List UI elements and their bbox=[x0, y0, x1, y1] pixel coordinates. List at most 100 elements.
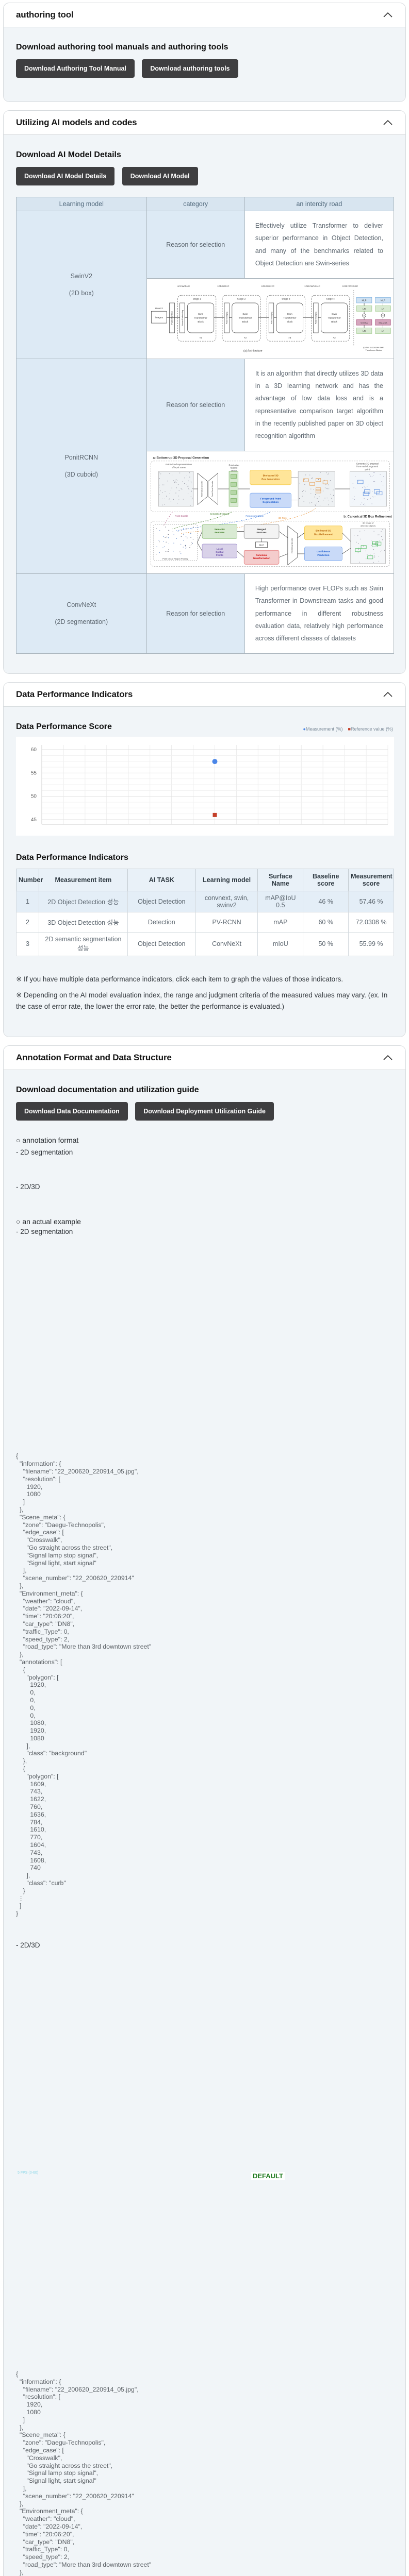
svg-text:from each foreground: from each foreground bbox=[356, 465, 379, 468]
svg-text:Stage 3: Stage 3 bbox=[282, 297, 290, 300]
card-title-ai-models: Utilizing AI models and codes bbox=[16, 117, 137, 127]
column-header: an intercity road bbox=[244, 197, 395, 211]
svg-text:of input scene: of input scene bbox=[172, 466, 186, 468]
accordion-header-annotation[interactable]: Annotation Format and Data Structure bbox=[4, 1046, 405, 1070]
download-ai-model-button[interactable]: Download AI Model bbox=[122, 167, 198, 185]
model-name-cell: ConvNeXt (2D segmentation) bbox=[16, 573, 147, 654]
performance-chart: 60 55 50 45 bbox=[16, 736, 394, 836]
download-ai-model-details-button[interactable]: Download AI Model Details bbox=[16, 167, 115, 185]
svg-text:Canonical: Canonical bbox=[256, 554, 267, 556]
note-text: ※ Depending on the AI model evaluation i… bbox=[16, 991, 388, 1010]
card-body-authoring-tool: Download authoring tool manuals and auth… bbox=[4, 27, 405, 101]
pointrcnn-diagram-image-cell: a: Bottom-up 3D Proposal Generation Point… bbox=[146, 450, 395, 574]
table-cell: 2D semantic segmentation 성능 bbox=[38, 931, 128, 956]
svg-text:Semantic Features: Semantic Features bbox=[210, 513, 230, 515]
column-header: Number bbox=[16, 868, 43, 891]
seg-table-label: - 2D segmentation bbox=[16, 1148, 73, 1157]
svg-text:H/4×W/4×C: H/4×W/4×C bbox=[217, 284, 229, 287]
ai-model-table: Learning model category an intercity roa… bbox=[16, 197, 395, 654]
svg-text:W-MSA: W-MSA bbox=[361, 321, 368, 324]
indicators-heading: Data Performance Indicators bbox=[16, 853, 128, 862]
d23-table-label: - 2D/3D bbox=[16, 1183, 40, 1191]
svg-text:Block: Block bbox=[198, 320, 204, 323]
chevron-up-icon[interactable] bbox=[383, 1055, 393, 1061]
reason-label-cell: Reason for selection bbox=[146, 358, 245, 451]
download-data-documentation-button[interactable]: Download Data Documentation bbox=[16, 1102, 128, 1121]
accordion-header-authoring-tool[interactable]: authoring tool bbox=[4, 3, 405, 27]
card-annotation: Annotation Format and Data Structure Dow… bbox=[3, 1045, 406, 2576]
model-name-cell: SwinV2 (2D box) bbox=[16, 211, 147, 359]
svg-text:60: 60 bbox=[31, 747, 37, 753]
svg-text:LN: LN bbox=[381, 329, 384, 332]
model-reason-text: Effectively utilize Transformer to deliv… bbox=[244, 211, 395, 279]
svg-text:Points: Points bbox=[216, 554, 223, 556]
download-deployment-utilization-guide-button[interactable]: Download Deployment Utilization Guide bbox=[135, 1102, 274, 1121]
svg-text:Transformation: Transformation bbox=[253, 557, 270, 560]
swin-architecture-image-cell: H/4×W/4×48 H/4×W/4×C H/8×W/8×2C H/16×W/16×4… bbox=[146, 278, 395, 359]
segmentation-mask bbox=[16, 1241, 394, 1443]
svg-text:H/8×W/8×2C: H/8×W/8×2C bbox=[261, 284, 274, 287]
download-authoring-tool-manual-button[interactable]: Download Authoring Tool Manual bbox=[16, 59, 135, 78]
card-title-performance: Data Performance Indicators bbox=[16, 689, 133, 699]
chart-legend: ●Measurement (%) ■Reference value (%) bbox=[298, 726, 393, 732]
table-cell: 3D Object Detection 성능 bbox=[38, 911, 128, 933]
annotation-section-heading: Download documentation and utilization g… bbox=[16, 1086, 199, 1095]
column-header: category bbox=[146, 197, 245, 211]
table-row[interactable]: 2 3D Object Detection 성능 Detection PV-RCNN m… bbox=[16, 911, 394, 933]
svg-text:55: 55 bbox=[31, 770, 37, 776]
table-cell: PV-RCNN bbox=[195, 911, 258, 933]
accordion-header-performance[interactable]: Data Performance Indicators bbox=[4, 682, 405, 706]
chevron-up-icon[interactable] bbox=[383, 120, 393, 126]
reason-label-cell: Reason for selection bbox=[146, 573, 245, 654]
table-row[interactable]: 1 2D Object Detection 성능 Object Detection c… bbox=[16, 890, 394, 912]
svg-text:vector: vector bbox=[231, 469, 237, 472]
svg-text:Point Cloud Decoder: Point Cloud Decoder bbox=[211, 480, 214, 497]
legend-square-icon: ■ bbox=[348, 726, 351, 732]
svg-text:Swin: Swin bbox=[198, 312, 204, 315]
card-body-ai-models: Download AI Model Details Download AI Mo… bbox=[4, 134, 405, 673]
svg-text:Bin-based 3D: Bin-based 3D bbox=[263, 474, 279, 477]
svg-text:Foreground Mask: Foreground Mask bbox=[246, 515, 264, 517]
svg-text:Swin: Swin bbox=[287, 312, 292, 315]
chevron-up-icon[interactable] bbox=[383, 691, 393, 698]
svg-text:Confidence: Confidence bbox=[317, 550, 330, 553]
svg-text:×2: ×2 bbox=[333, 336, 336, 338]
table-row[interactable]: 3 2D semantic segmentation 성능 Object Detec… bbox=[16, 931, 394, 956]
ai-models-buttons: Download AI Model Details Download AI Mo… bbox=[16, 167, 393, 185]
svg-text:H/4×W/4×48: H/4×W/4×48 bbox=[177, 284, 190, 287]
column-header: Measurement item bbox=[38, 868, 128, 891]
authoring-buttons: Download Authoring Tool Manual Download … bbox=[16, 59, 393, 78]
pointrcnn-diagram: a: Bottom-up 3D Proposal Generation Point… bbox=[148, 454, 392, 569]
svg-text:45: 45 bbox=[31, 817, 37, 823]
column-header: Measurement score bbox=[348, 868, 394, 891]
chevron-up-icon[interactable] bbox=[383, 12, 393, 18]
svg-text:3D boxes of: 3D boxes of bbox=[363, 521, 374, 524]
table-cell: convnext, swin, swinv2 bbox=[195, 890, 258, 912]
svg-text:Segmentation: Segmentation bbox=[263, 501, 279, 504]
model-name: SwinV2 bbox=[70, 273, 92, 280]
svg-text:H/32×W/32×8C: H/32×W/32×8C bbox=[342, 284, 358, 287]
svg-text:Bin-based 3D: Bin-based 3D bbox=[316, 529, 332, 532]
card-ai-models: Utilizing AI models and codes Download A… bbox=[3, 110, 406, 674]
accordion-header-ai-models[interactable]: Utilizing AI models and codes bbox=[4, 111, 405, 134]
column-header: Learning model bbox=[16, 197, 147, 211]
model-task: (2D segmentation) bbox=[55, 618, 108, 625]
lidar-canvas bbox=[16, 2170, 281, 2361]
svg-text:×6: ×6 bbox=[288, 336, 291, 338]
download-authoring-tools-button[interactable]: Download authoring tools bbox=[142, 59, 238, 78]
table-cell: 2D Object Detection 성능 bbox=[38, 890, 128, 912]
card-authoring-tool: authoring tool Download authoring tool m… bbox=[3, 3, 406, 102]
svg-text:+: + bbox=[382, 314, 384, 317]
svg-text:Swin: Swin bbox=[332, 312, 337, 315]
svg-text:Patch Merging: Patch Merging bbox=[315, 311, 317, 324]
svg-text:×2: ×2 bbox=[199, 336, 202, 338]
annotation-buttons: Download Data Documentation Download Dep… bbox=[16, 1102, 393, 1121]
model-name: ConvNeXt bbox=[67, 601, 96, 609]
svg-text:Block: Block bbox=[242, 320, 248, 323]
card-body-annotation: Download documentation and utilization g… bbox=[4, 1070, 405, 2576]
svg-text:Stage 1: Stage 1 bbox=[192, 297, 201, 300]
model-name-cell: PonitRCNN (3D cuboid) bbox=[16, 358, 147, 574]
svg-text:a: Bottom-up 3D Proposal Gener: a: Bottom-up 3D Proposal Generation bbox=[153, 456, 209, 460]
svg-text:Point cloud representation: Point cloud representation bbox=[166, 463, 192, 466]
legend-label: Reference value (%) bbox=[350, 726, 393, 732]
